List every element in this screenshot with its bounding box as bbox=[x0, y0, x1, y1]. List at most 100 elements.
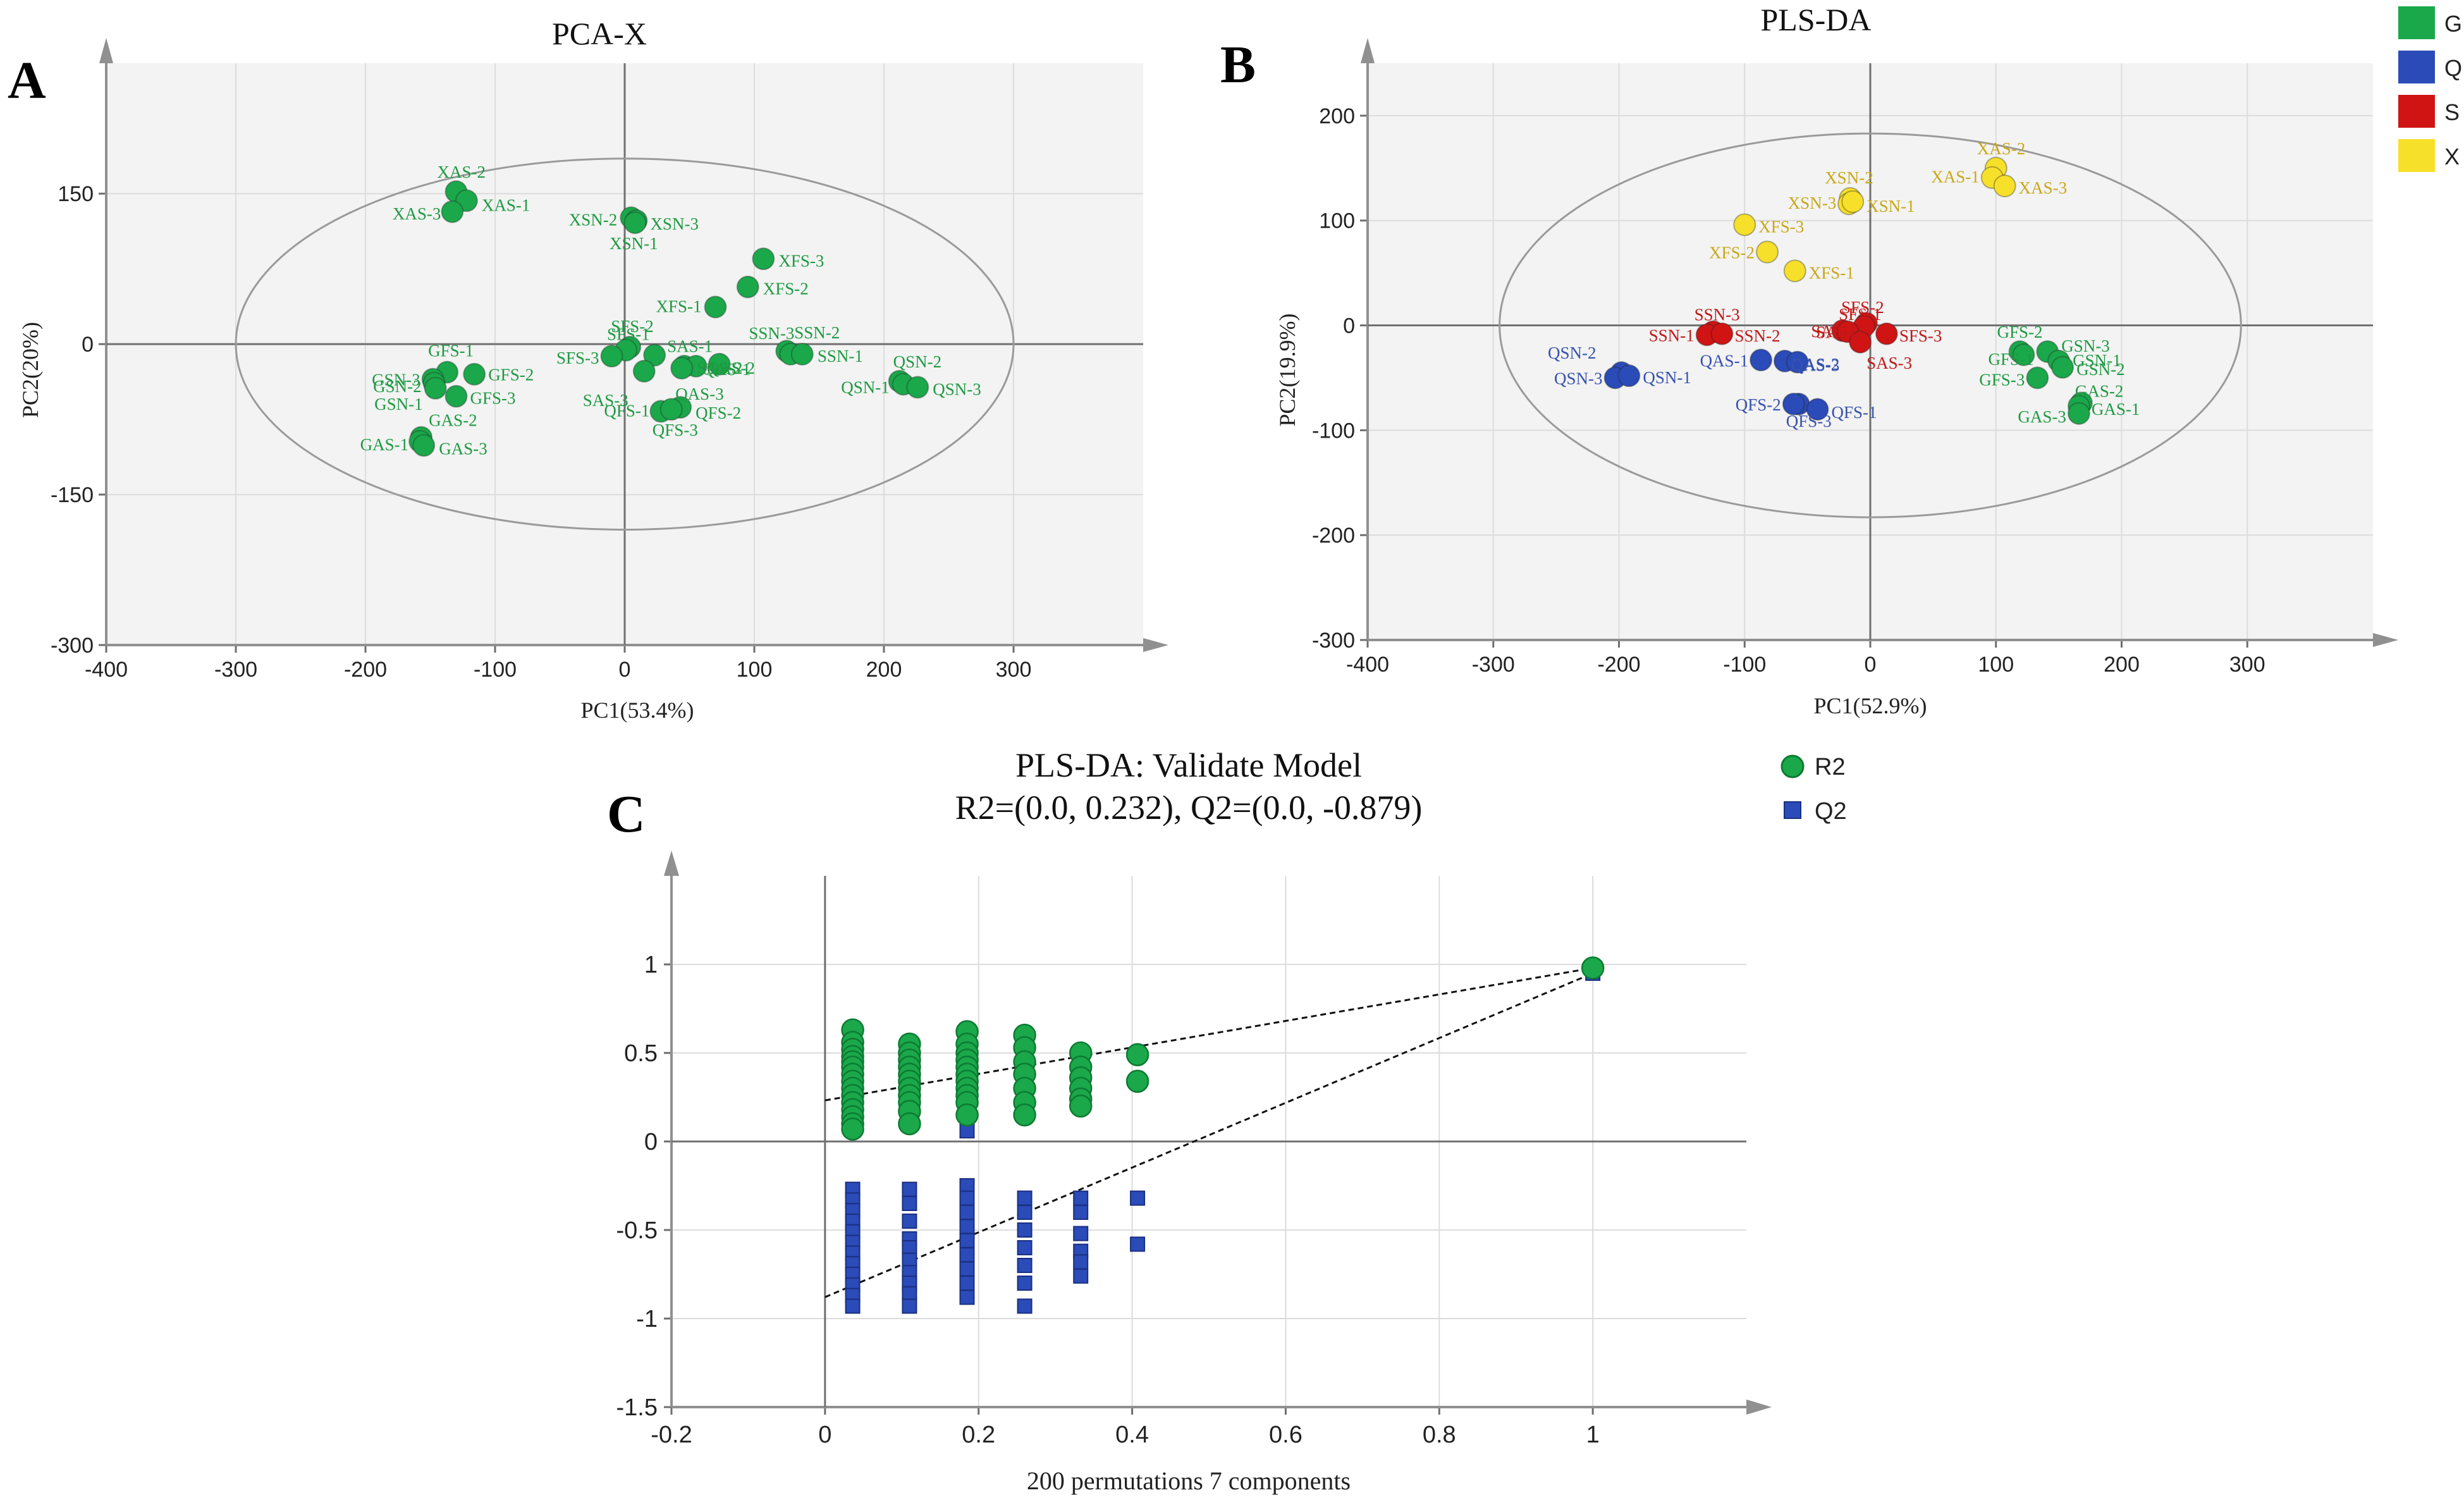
chart-c-x-tick-label: 1 bbox=[1586, 1422, 1600, 1448]
chart-c-xlabel: 200 permutations 7 components bbox=[1027, 1467, 1351, 1495]
chart-b-x-tick-label: 0 bbox=[1865, 653, 1877, 677]
chart-c-r2-point bbox=[898, 1112, 921, 1136]
chart-a-y-tick-label: -300 bbox=[51, 634, 94, 658]
chart-c-q2-point bbox=[959, 1289, 975, 1305]
chart-a-ylabel: PC2(20%) bbox=[18, 322, 43, 418]
chart-b-point-label: SSN-2 bbox=[1734, 326, 1780, 345]
legend-swatch-q bbox=[2398, 51, 2435, 83]
chart-a-point-label: GAS-3 bbox=[439, 439, 487, 458]
chart-c-q2-point bbox=[1017, 1240, 1033, 1255]
chart-a-x-tick-label: -100 bbox=[474, 658, 517, 682]
validate-legend: R2 Q2 bbox=[1781, 754, 1847, 825]
chart-a-point-label: SFS-3 bbox=[556, 348, 599, 367]
chart-b-y-tick-label: -100 bbox=[1312, 419, 1355, 443]
chart-c-q2-point bbox=[1130, 1190, 1146, 1206]
chart-a-point-label: SAS-1 bbox=[667, 337, 713, 356]
chart-c-q2-point bbox=[902, 1214, 917, 1229]
chart-a-y-tick-label: 0 bbox=[82, 333, 94, 357]
chart-c-y-arrow bbox=[664, 851, 679, 876]
chart-c-q2-point bbox=[1130, 1236, 1146, 1252]
chart-c-x-arrow bbox=[1746, 1399, 1772, 1415]
chart-b-point bbox=[2012, 343, 2035, 366]
chart-c-q2-point bbox=[959, 1219, 975, 1234]
chart-a-point bbox=[752, 247, 775, 271]
chart-a-point bbox=[623, 211, 647, 235]
chart-a-title: PCA-X bbox=[552, 16, 647, 51]
chart-b-y-tick-label: -200 bbox=[1312, 524, 1355, 548]
chart-b-point-label: XSN-3 bbox=[1788, 194, 1837, 212]
chart-a-point-label: GSN-2 bbox=[373, 377, 422, 396]
chart-c-q2-point bbox=[1017, 1276, 1033, 1291]
chart-a-x-tick-label: -200 bbox=[344, 658, 387, 682]
chart-b-point-label: GFS-1 bbox=[1988, 350, 2033, 369]
chart-b-point-label: GSN-2 bbox=[2076, 360, 2125, 379]
chart-a-point-label: XFS-2 bbox=[763, 280, 809, 298]
chart-c-x-tick-label: 0 bbox=[818, 1422, 831, 1448]
chart-c-r2-point bbox=[955, 1103, 979, 1127]
chart-a-point bbox=[704, 295, 727, 319]
chart-c-q2-point bbox=[1073, 1268, 1089, 1284]
chart-c-q2-point bbox=[902, 1298, 917, 1314]
chart-b-point-label: GAS-3 bbox=[2018, 407, 2066, 426]
panel-label-a: A bbox=[8, 51, 46, 110]
legend-swatch-x bbox=[2398, 139, 2435, 172]
chart-a-point bbox=[441, 200, 464, 223]
chart-a-point-label: XFS-1 bbox=[656, 297, 701, 316]
chart-a-point-label: QSN-3 bbox=[933, 379, 981, 398]
chart-a-point-label: SAS-3 bbox=[583, 391, 628, 410]
chart-b-point-label: SAS-3 bbox=[1866, 354, 1912, 372]
chart-b-point-label: GSN-3 bbox=[2061, 336, 2110, 355]
chart-b-point-label: SFS-2 bbox=[1841, 298, 1884, 317]
chart-b-point bbox=[1993, 175, 2016, 198]
chart-a-point bbox=[790, 343, 814, 366]
chart-b-point-label: XAS-3 bbox=[2019, 178, 2068, 197]
chart-b-point-label: QFS-3 bbox=[1786, 412, 1832, 431]
chart-b-point bbox=[1849, 331, 1872, 354]
chart-c-q2-point bbox=[1073, 1205, 1089, 1220]
chart-a-point-label: QFS-2 bbox=[696, 403, 741, 422]
chart-a-x-tick-label: -300 bbox=[214, 658, 257, 682]
chart-a-point bbox=[736, 275, 759, 298]
chart-c-q2-point bbox=[1073, 1254, 1089, 1270]
chart-b-point-label: QFS-2 bbox=[1736, 395, 1781, 414]
chart-a-point-label: QFS-1 bbox=[604, 401, 649, 420]
chart-c-q2-point bbox=[1017, 1298, 1033, 1314]
chart-a-hotelling-ellipse bbox=[235, 157, 1015, 531]
chart-b-x-tick-label: 100 bbox=[1978, 653, 2014, 677]
chart-b-point bbox=[1750, 348, 1773, 372]
chart-b-point-label: QAS-1 bbox=[1700, 351, 1749, 370]
chart-c-q2-point bbox=[1017, 1190, 1033, 1206]
chart-c-y-tick-label: 0 bbox=[644, 1129, 658, 1155]
panel-label-c: C bbox=[607, 785, 646, 844]
chart-c-q2-point bbox=[959, 1261, 975, 1277]
chart-a-point-label: XSN-1 bbox=[610, 234, 658, 253]
chart-b-x-tick-label: 200 bbox=[2104, 653, 2140, 677]
chart-a-x-tick-label: 200 bbox=[866, 658, 902, 682]
chart-b-point-label: SAS-2 bbox=[1816, 323, 1861, 341]
chart-b-point-label: SAS-1 bbox=[1811, 322, 1856, 341]
chart-a-point-label: SAS-2 bbox=[697, 359, 742, 378]
chart-b-point-label: QSN-2 bbox=[1548, 343, 1597, 362]
chart-b-point-label: XAS-2 bbox=[1977, 139, 2026, 158]
chart-b-point-label: XFS-3 bbox=[1758, 217, 1804, 236]
chart-a-point-label: XSN-3 bbox=[650, 214, 699, 233]
chart-a-point-label: QAS-1 bbox=[702, 360, 751, 379]
chart-b-x-tick-label: -100 bbox=[1723, 653, 1766, 677]
chart-a-x-arrow bbox=[1143, 638, 1168, 652]
chart-b-point bbox=[2051, 355, 2075, 379]
chart-a-point bbox=[659, 398, 683, 421]
chart-b-point-label: SSN-3 bbox=[1695, 305, 1740, 324]
chart-c-y-tick-label: 0.5 bbox=[624, 1040, 658, 1067]
chart-c-y-tick-label: -1.5 bbox=[616, 1394, 658, 1421]
chart-c-q2-point bbox=[1017, 1205, 1033, 1220]
chart-c-q2-point bbox=[845, 1298, 861, 1314]
chart-c-subtitle: R2=(0.0, 0.232), Q2=(0.0, -0.879) bbox=[955, 789, 1423, 827]
chart-a-point-label: SFS-2 bbox=[611, 317, 654, 336]
chart-b-point bbox=[1786, 350, 1809, 374]
chart-b-x-tick-label: -300 bbox=[1472, 653, 1515, 677]
chart-c-x-tick-label: -0.2 bbox=[651, 1422, 692, 1448]
chart-c-q2-point bbox=[959, 1233, 975, 1248]
chart-b-hotelling-ellipse bbox=[1499, 132, 2242, 519]
chart-b-point-label: XSN-2 bbox=[1825, 168, 1873, 187]
